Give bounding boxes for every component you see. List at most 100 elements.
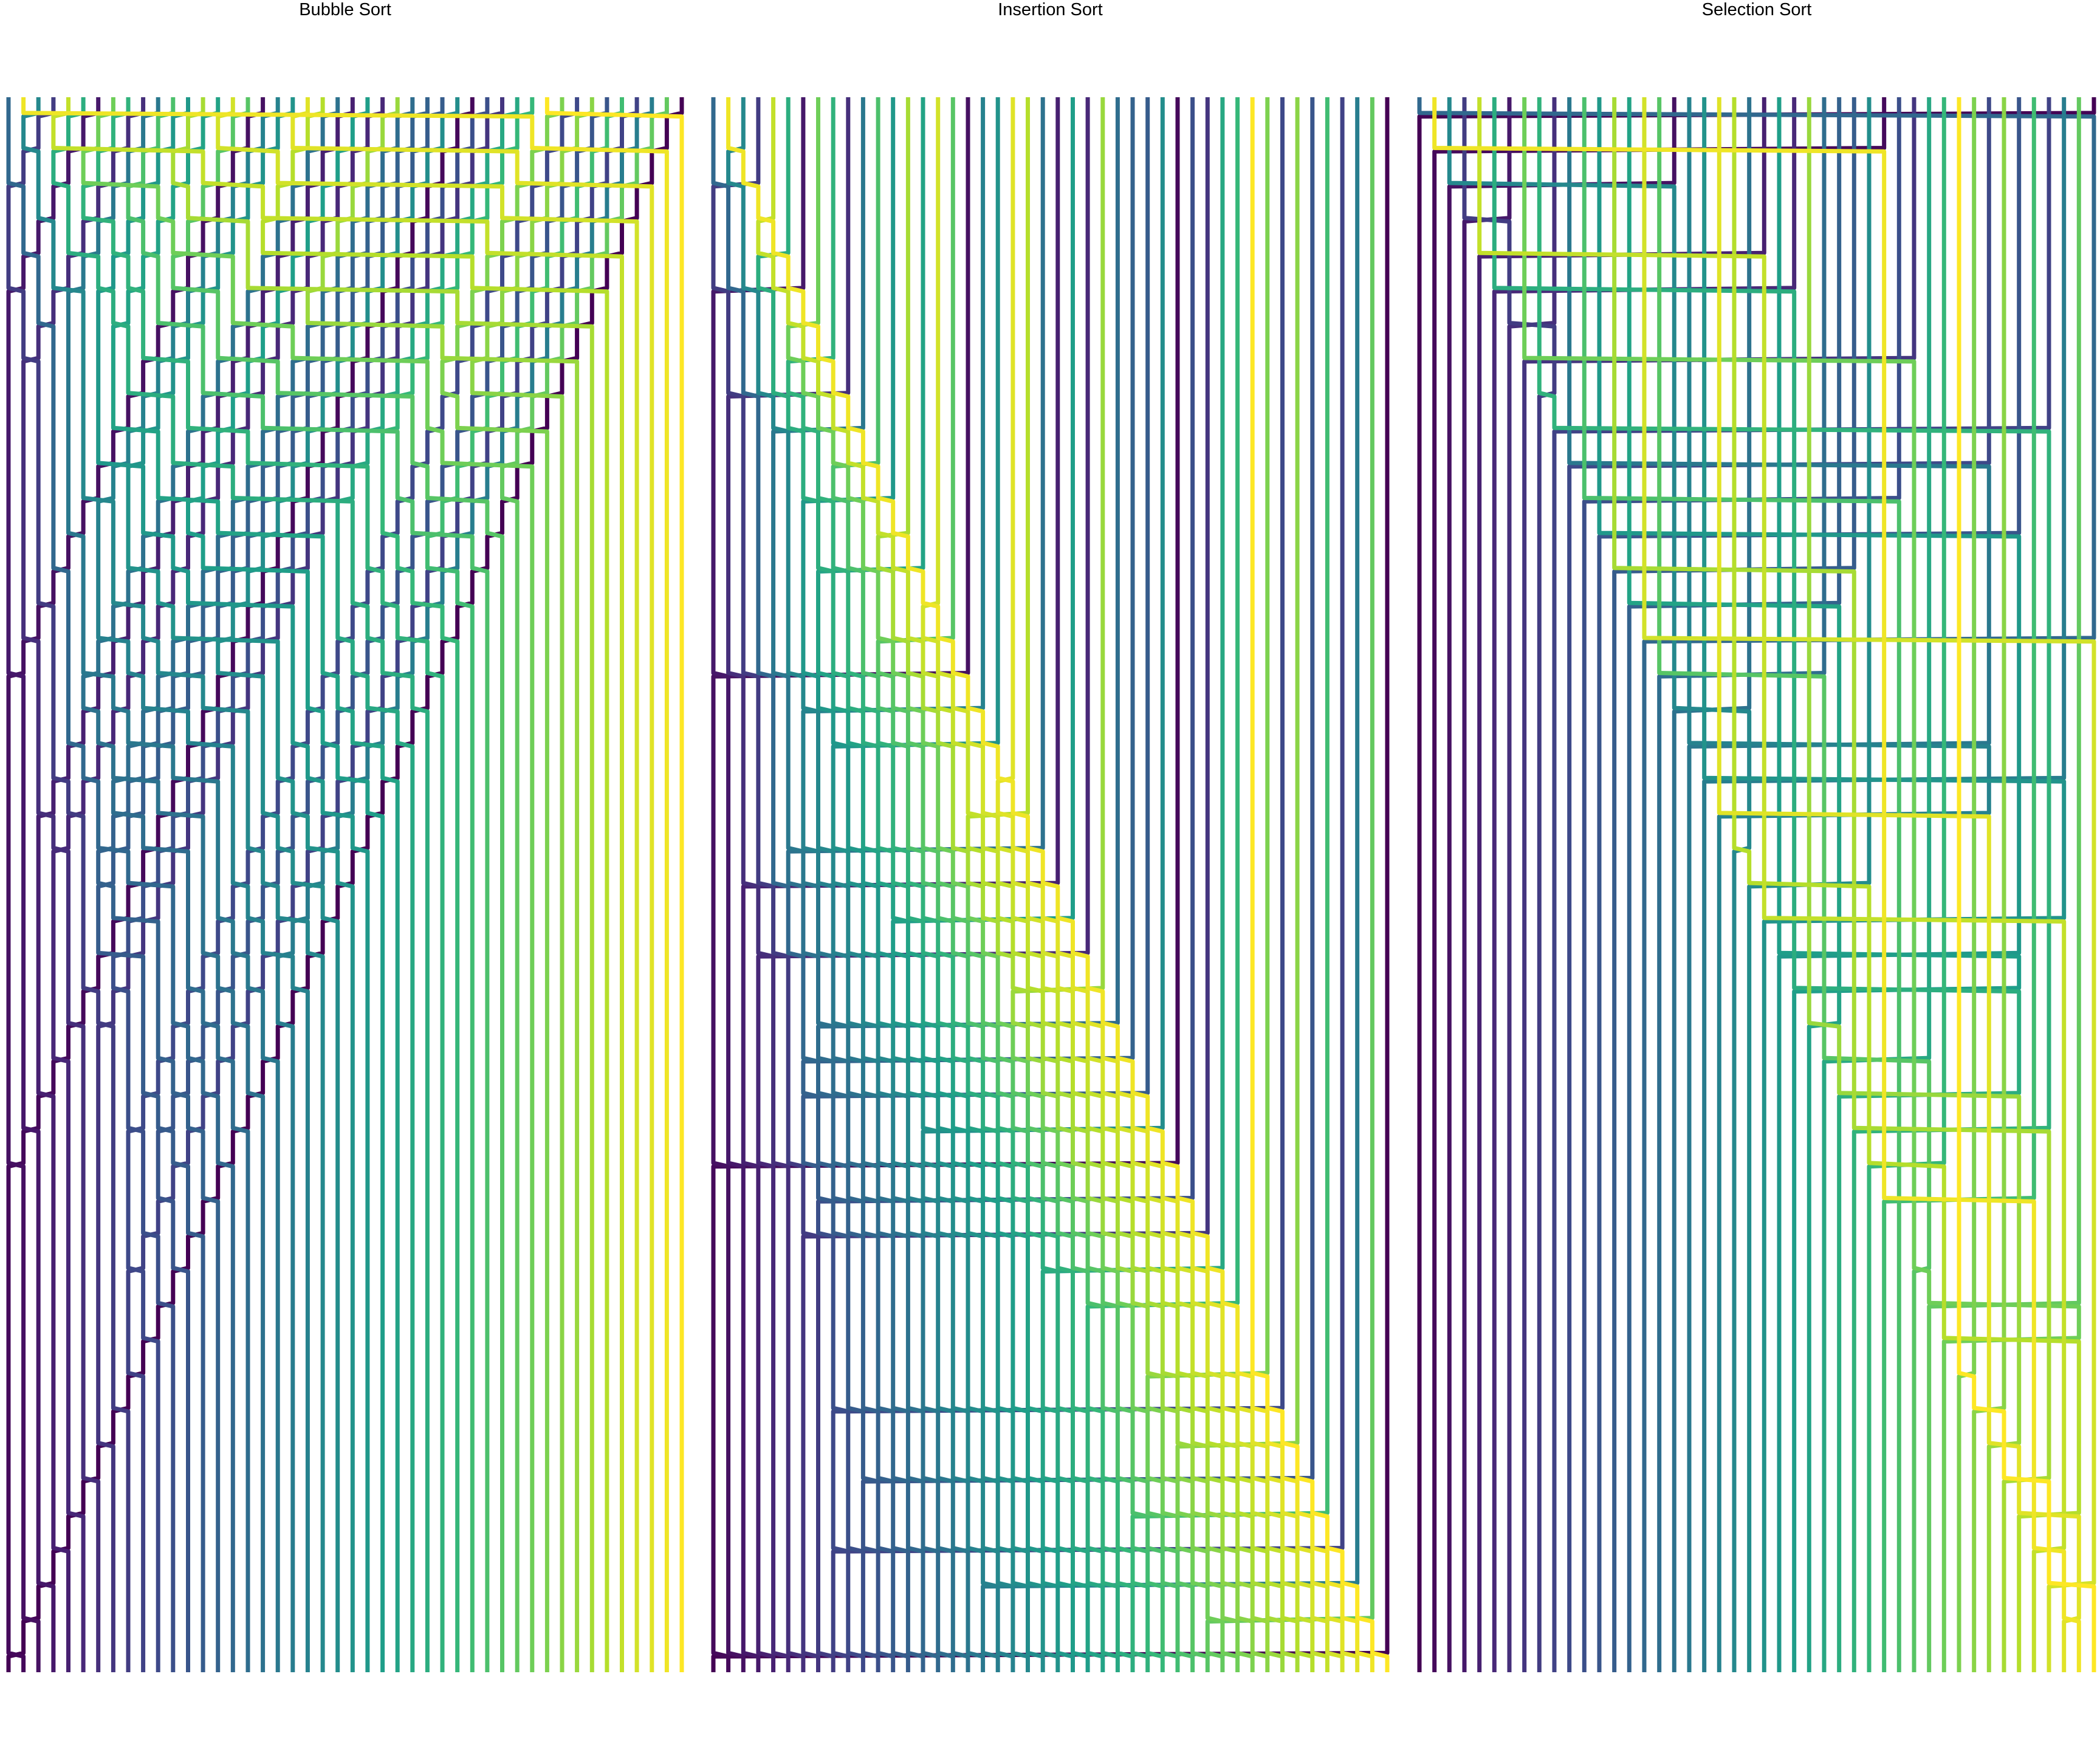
wire-bubble-value-42 [216, 97, 639, 1672]
wire-insertion-value-41 [756, 97, 1330, 1672]
wire-bubble-value-44 [21, 97, 669, 1672]
wire-diagram-insertion-sort [711, 97, 1390, 1672]
wire-selection-value-36 [1957, 97, 1977, 1672]
wire-selection-value-19 [1702, 97, 2067, 1672]
wire-bubble-value-26 [111, 97, 400, 1672]
wire-insertion-value-44 [726, 97, 1374, 1672]
wire-bubble-value-15 [6, 97, 235, 1672]
wire-selection-value-6 [1507, 97, 1557, 1672]
wire-selection-value-15 [1417, 97, 2096, 1672]
wire-insertion-value-10 [831, 97, 1285, 1672]
wire-bubble-value-18 [66, 97, 280, 1672]
wire-selection-value-5 [1492, 97, 1797, 1672]
wire-insertion-value-32 [831, 97, 1195, 1672]
wire-bubble-value-10 [126, 97, 580, 1672]
wire-selection-value-12 [1597, 97, 2022, 1672]
wire-selection-value-25 [1777, 97, 2022, 1672]
wire-diagram-bubble-sort [6, 97, 684, 1672]
wire-insertion-value-27 [1040, 97, 1225, 1672]
wire-bubble-value-32 [126, 97, 490, 1672]
wire-selection-value-38 [1807, 97, 2022, 1672]
wire-insertion-value-18 [771, 97, 986, 1672]
wire-insertion-value-0 [711, 97, 1390, 1672]
wire-bubble-value-43 [290, 97, 654, 1672]
wire-insertion-value-19 [981, 97, 1360, 1672]
wire-bubble-value-1 [6, 97, 475, 1672]
panel-title-selection-sort: Selection Sort [1701, 0, 1812, 19]
wire-insertion-value-23 [831, 97, 1060, 1672]
wire-insertion-value-12 [860, 97, 1315, 1672]
wire-selection-value-32 [1582, 97, 1901, 1672]
wire-bubble-value-20 [96, 97, 310, 1672]
wire-insertion-value-17 [786, 97, 1045, 1672]
wire-insertion-value-45 [1250, 97, 1390, 1672]
wire-insertion-value-3 [711, 97, 806, 1672]
wire-insertion-value-39 [876, 97, 1300, 1672]
panel-title-insertion-sort: Insertion Sort [998, 0, 1103, 19]
wire-bubble-value-33 [171, 97, 504, 1672]
wire-selection-value-35 [1522, 97, 2081, 1672]
wire-bubble-value-29 [81, 97, 445, 1672]
wire-bubble-value-19 [275, 97, 654, 1672]
wire-selection-value-9 [1552, 97, 2051, 1672]
wire-selection-value-40 [1732, 97, 2081, 1672]
wire-bubble-value-4 [36, 97, 355, 1672]
wire-insertion-value-40 [966, 97, 1315, 1672]
wire-insertion-value-11 [816, 97, 1195, 1672]
wire-selection-value-23 [1702, 97, 2067, 1672]
wire-insertion-value-38 [1011, 97, 1285, 1672]
wire-bubble-value-6 [21, 97, 146, 1672]
wire-bubble-value-35 [81, 97, 535, 1672]
wire-selection-value-30 [1867, 97, 1946, 1672]
wire-selection-value-18 [1567, 97, 1991, 1672]
panel-bubble-sort: Bubble Sort [6, 0, 684, 1750]
wire-selection-value-44 [1432, 97, 2081, 1672]
wire-insertion-value-26 [816, 97, 1105, 1672]
wire-bubble-value-45 [544, 97, 684, 1672]
wire-insertion-value-34 [1205, 97, 1374, 1672]
wire-insertion-value-20 [801, 97, 1015, 1672]
wire-selection-value-45 [1957, 97, 2096, 1672]
wire-selection-value-41 [1477, 97, 2067, 1672]
wire-bubble-value-30 [380, 97, 535, 1672]
wire-insertion-value-36 [1145, 97, 1270, 1672]
wire-insertion-value-33 [876, 97, 1210, 1672]
wire-selection-value-16 [1657, 97, 1827, 1672]
wire-bubble-value-8 [6, 97, 131, 1672]
wire-diagram-selection-sort [1417, 97, 2096, 1672]
wire-selection-value-34 [1927, 97, 2081, 1672]
wire-insertion-value-35 [786, 97, 1240, 1672]
wire-bubble-value-12 [156, 97, 609, 1672]
wire-selection-value-2 [1447, 97, 1676, 1672]
panel-selection-sort: Selection Sort [1417, 0, 2096, 1750]
wire-selection-value-43 [1717, 97, 2081, 1672]
wire-selection-value-3 [1462, 97, 1512, 1672]
panel-title-bubble-sort: Bubble Sort [299, 0, 391, 19]
wire-selection-value-4 [1477, 97, 1766, 1672]
wire-bubble-value-36 [440, 97, 564, 1672]
wire-bubble-value-17 [81, 97, 340, 1672]
wire-insertion-value-4 [741, 97, 1060, 1672]
wire-insertion-value-2 [711, 97, 970, 1672]
wire-bubble-value-27 [335, 97, 520, 1672]
wire-selection-value-21 [1447, 97, 1752, 1672]
wire-insertion-value-30 [1085, 97, 1240, 1672]
wire-insertion-value-9 [831, 97, 1345, 1672]
wire-insertion-value-43 [995, 97, 1360, 1672]
wire-bubble-value-40 [261, 97, 609, 1672]
wire-selection-value-10 [1567, 97, 1991, 1672]
panel-insertion-sort: Insertion Sort [711, 0, 1390, 1750]
wire-selection-value-13 [1612, 97, 1856, 1672]
wire-selection-value-11 [1582, 97, 1901, 1672]
wire-insertion-value-15 [711, 97, 941, 1672]
wire-bubble-value-11 [111, 97, 490, 1672]
wire-bubble-value-34 [500, 97, 669, 1672]
wire-selection-value-24 [1597, 97, 2022, 1672]
wire-bubble-value-41 [51, 97, 624, 1672]
wire-selection-value-7 [1522, 97, 1916, 1672]
wire-selection-value-1 [1432, 97, 1887, 1672]
wire-insertion-value-31 [1130, 97, 1330, 1672]
wire-bubble-value-24 [96, 97, 370, 1672]
wire-bubble-value-39 [171, 97, 594, 1672]
wire-bubble-value-21 [21, 97, 325, 1672]
